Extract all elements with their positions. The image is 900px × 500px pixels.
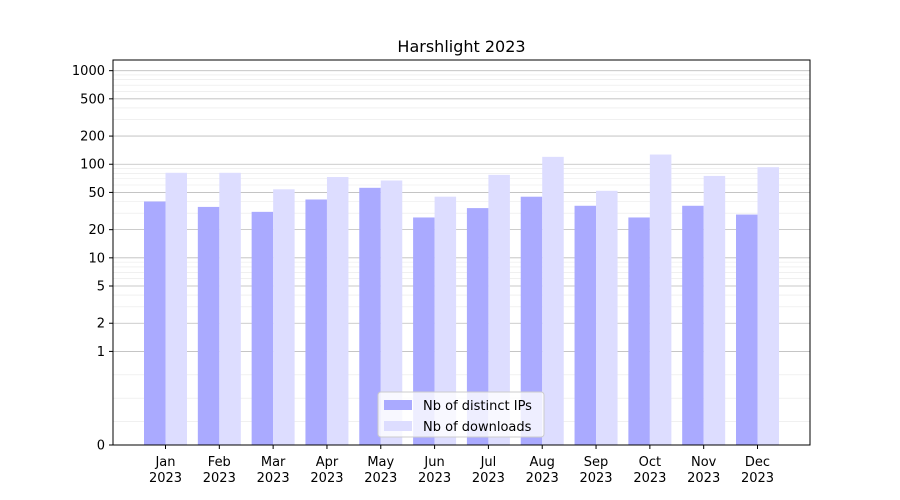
bar-distinct-ips <box>144 201 166 445</box>
bar-downloads <box>434 196 457 445</box>
bar-distinct-ips <box>466 208 489 445</box>
bar-downloads <box>703 175 726 445</box>
bar-distinct-ips <box>251 211 274 445</box>
x-tick-label: Mar 2023 <box>257 455 290 486</box>
y-tick-label: 0 <box>97 439 105 454</box>
x-tick-label: Sep 2023 <box>579 455 612 486</box>
plot-frame <box>112 59 811 446</box>
bar-distinct-ips <box>413 217 435 445</box>
x-tick-label: Jun 2023 <box>418 455 451 486</box>
y-tick-label: 1000 <box>72 64 105 79</box>
bar-downloads <box>380 180 403 446</box>
bar-downloads <box>488 174 510 445</box>
bars <box>144 154 779 446</box>
bar-distinct-ips <box>359 187 381 445</box>
y-tick-label: 2 <box>97 317 105 332</box>
y-axis: 0 1 2 5 10 20 50 100 200 500 1000 <box>72 64 113 454</box>
bar-downloads <box>596 190 618 445</box>
x-tick-label: Nov 2023 <box>687 455 720 486</box>
bar-distinct-ips <box>574 205 597 445</box>
y-tick-label: 100 <box>80 158 105 173</box>
bar-distinct-ips <box>520 196 543 445</box>
bar-distinct-ips <box>682 205 704 445</box>
legend-label: Nb of downloads <box>423 420 532 435</box>
bar-downloads <box>273 189 295 445</box>
x-tick-label: Aug 2023 <box>526 455 559 486</box>
legend-label: Nb of distinct IPs <box>423 399 532 414</box>
bar-distinct-ips <box>736 214 758 445</box>
legend-box <box>377 391 545 438</box>
x-tick-label: Feb 2023 <box>203 455 236 486</box>
y-tick-label: 500 <box>80 92 105 107</box>
bar-downloads <box>542 156 564 446</box>
legend: Nb of distinct IPs Nb of downloads <box>377 391 545 438</box>
bar-distinct-ips <box>628 217 650 445</box>
bar-downloads <box>219 172 241 445</box>
y-tick-label: 10 <box>88 251 105 266</box>
y-tick-label: 20 <box>88 223 105 238</box>
y-tick-label: 5 <box>97 280 105 295</box>
x-tick-label: Apr 2023 <box>310 455 343 486</box>
legend-swatch <box>384 400 412 410</box>
bar-downloads <box>757 167 779 446</box>
bar-downloads <box>165 172 187 445</box>
y-tick-label: 1 <box>97 345 105 360</box>
bar-distinct-ips <box>305 199 327 445</box>
x-tick-label: May 2023 <box>364 455 397 486</box>
bar-downloads <box>649 154 672 445</box>
chart-title: Harshlight 2023 <box>397 37 525 56</box>
x-tick-label: Oct 2023 <box>633 455 666 486</box>
x-axis: Jan 2023 Feb 2023 Mar 2023 Apr 2023 May 2023 Jun 20… <box>149 445 774 486</box>
y-tick-label: 50 <box>88 186 105 201</box>
y-tick-label: 200 <box>80 130 105 145</box>
x-tick-label: Dec 2023 <box>741 455 774 486</box>
bar-downloads <box>326 177 349 446</box>
x-tick-label: Jan 2023 <box>149 455 182 486</box>
legend-swatch <box>384 421 412 431</box>
x-tick-label: Jul 2023 <box>472 455 505 486</box>
bar-distinct-ips <box>197 206 220 445</box>
